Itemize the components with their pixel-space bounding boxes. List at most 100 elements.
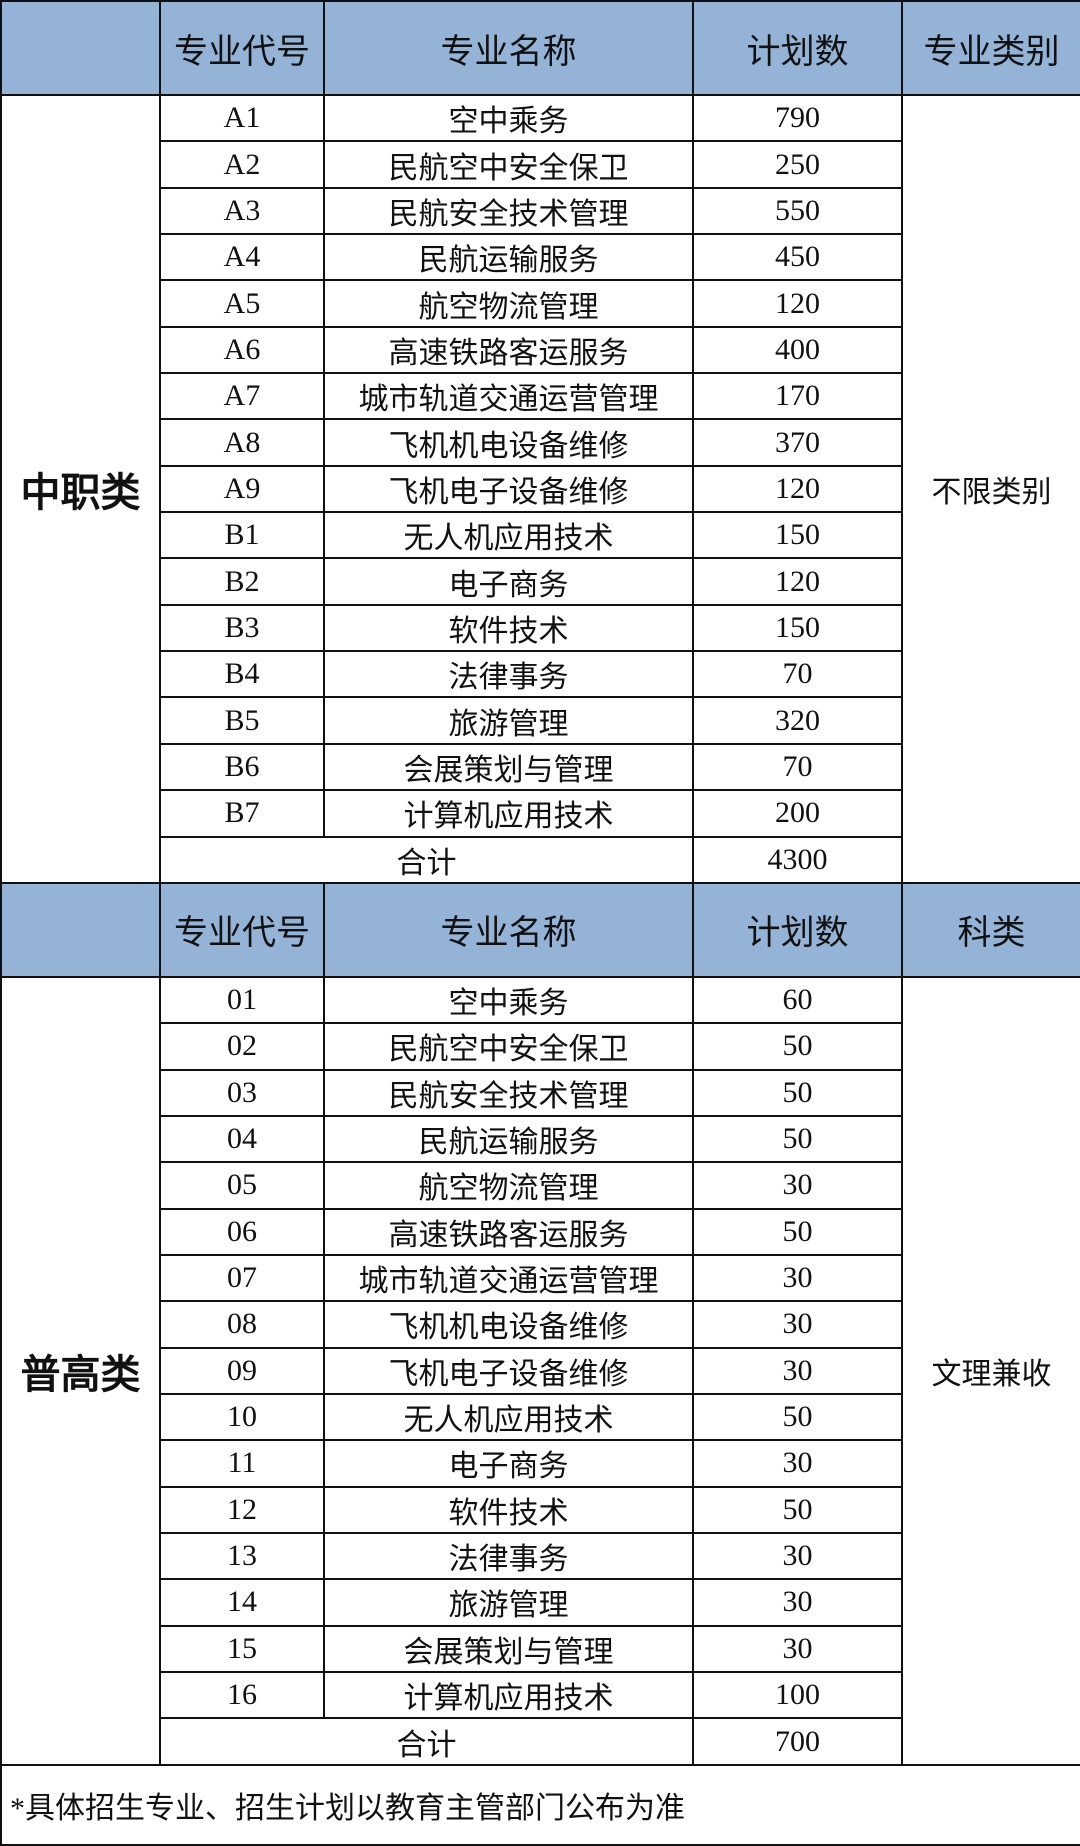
- cell: 无人机应用技术: [323, 511, 694, 560]
- cell: 飞机机电设备维修: [323, 1300, 694, 1349]
- table-row: 06 高速铁路客运服务 50: [1, 1207, 1080, 1256]
- cell: 空中乘务: [323, 93, 694, 143]
- cell: A8: [159, 418, 325, 467]
- cell: 法律事务: [323, 1531, 694, 1581]
- cell: 旅游管理: [323, 1578, 694, 1627]
- cell: 07: [159, 1253, 325, 1303]
- table-row: 05 航空物流管理 30: [1, 1161, 1080, 1210]
- table-row: 16 计算机应用技术 100: [1, 1670, 1080, 1720]
- cell: 70: [692, 650, 903, 699]
- table-row: A9 飞机电子设备维修 120: [1, 464, 1080, 514]
- cell: 13: [159, 1531, 325, 1581]
- cell: A6: [159, 325, 325, 375]
- cell: 120: [692, 557, 903, 606]
- table-row: 11 电子商务 30: [1, 1439, 1080, 1488]
- total-value: 700: [692, 1717, 903, 1766]
- cell: 09: [159, 1346, 325, 1395]
- cell: 30: [692, 1531, 903, 1581]
- cell: 50: [692, 1392, 903, 1442]
- cell: 150: [692, 511, 903, 560]
- cell: 03: [159, 1068, 325, 1117]
- footnote: *具体招生专业、招生计划以教育主管部门公布为准: [0, 1763, 1080, 1846]
- table-row: 09 飞机电子设备维修 30: [1, 1346, 1080, 1395]
- cell: 06: [159, 1207, 325, 1256]
- column-header: 专业类别: [901, 0, 1080, 96]
- cell: A7: [159, 372, 325, 421]
- cell: 70: [692, 742, 903, 792]
- cell: 民航安全技术管理: [323, 186, 694, 236]
- cell: 16: [159, 1670, 325, 1720]
- table-row: A5 航空物流管理 120: [1, 279, 1080, 328]
- cell: 11: [159, 1439, 325, 1488]
- cell: 50: [692, 1207, 903, 1256]
- table-row: B4 法律事务 70: [1, 650, 1080, 699]
- cell: 50: [692, 1485, 903, 1534]
- table-row: 中职类 A1 空中乘务 790 不限类别: [0, 93, 1080, 884]
- cell: 250: [692, 140, 903, 189]
- cell: 民航安全技术管理: [323, 1068, 694, 1117]
- cell: 30: [692, 1346, 903, 1395]
- column-header: 专业名称: [323, 881, 694, 978]
- cell: 会展策划与管理: [323, 742, 694, 792]
- table-row: 12 软件技术 50: [1, 1485, 1080, 1534]
- cell: 150: [692, 603, 903, 653]
- cell: 计算机应用技术: [323, 789, 694, 838]
- column-header: 专业名称: [323, 0, 694, 96]
- cell: 会展策划与管理: [323, 1624, 694, 1674]
- cell: B2: [159, 557, 325, 606]
- cell: 30: [692, 1161, 903, 1210]
- section-label: 普高类: [0, 975, 161, 1766]
- header-blank: [0, 0, 161, 96]
- table-row: 03 民航安全技术管理 50: [1, 1068, 1080, 1117]
- section-header-row: 专业代号 专业名称 计划数 科类: [0, 881, 1080, 978]
- table-row: A4 民航运输服务 450: [1, 233, 1080, 282]
- cell: 法律事务: [323, 650, 694, 699]
- column-header: 专业代号: [159, 0, 325, 96]
- cell: 320: [692, 696, 903, 745]
- cell: A2: [159, 140, 325, 189]
- cell: 200: [692, 789, 903, 838]
- cell: 软件技术: [323, 1485, 694, 1534]
- total-row: 合计 4300: [1, 835, 1080, 884]
- cell: 30: [692, 1624, 903, 1674]
- cell: 民航空中安全保卫: [323, 140, 694, 189]
- cell: A9: [159, 464, 325, 514]
- cell: 14: [159, 1578, 325, 1627]
- category-cell: 不限类别: [901, 94, 1080, 884]
- column-header: 专业代号: [159, 881, 325, 978]
- total-label: 合计: [159, 835, 694, 884]
- table-row: 02 民航空中安全保卫 50: [1, 1022, 1080, 1071]
- table-row: B6 会展策划与管理 70: [1, 742, 1080, 792]
- section-header-row: 专业代号 专业名称 计划数 专业类别: [0, 0, 1080, 96]
- cell: 城市轨道交通运营管理: [323, 372, 694, 421]
- cell: 550: [692, 186, 903, 236]
- cell: 航空物流管理: [323, 1161, 694, 1210]
- cell: A4: [159, 233, 325, 282]
- cell: 高速铁路客运服务: [323, 325, 694, 375]
- cell: B4: [159, 650, 325, 699]
- cell: 30: [692, 1439, 903, 1488]
- table-row: B7 计算机应用技术 200: [1, 789, 1080, 838]
- cell: 城市轨道交通运营管理: [323, 1253, 694, 1303]
- cell: 02: [159, 1022, 325, 1071]
- cell: 计算机应用技术: [323, 1670, 694, 1720]
- table-row: A7 城市轨道交通运营管理 170: [1, 372, 1080, 421]
- cell: B1: [159, 511, 325, 560]
- cell: 450: [692, 233, 903, 282]
- column-header: 计划数: [692, 881, 903, 978]
- cell: B3: [159, 603, 325, 653]
- column-header: 计划数: [692, 0, 903, 96]
- cell: 民航运输服务: [323, 233, 694, 282]
- cell: 飞机电子设备维修: [323, 464, 694, 514]
- cell: 10: [159, 1392, 325, 1442]
- cell: 04: [159, 1114, 325, 1164]
- table-row: A8 飞机机电设备维修 370: [1, 418, 1080, 467]
- cell: 15: [159, 1624, 325, 1674]
- cell: 01: [159, 975, 325, 1025]
- table-row: 04 民航运输服务 50: [1, 1114, 1080, 1164]
- cell: B5: [159, 696, 325, 745]
- cell: 790: [692, 93, 903, 143]
- category-cell: 文理兼收: [901, 975, 1080, 1766]
- cell: A5: [159, 279, 325, 328]
